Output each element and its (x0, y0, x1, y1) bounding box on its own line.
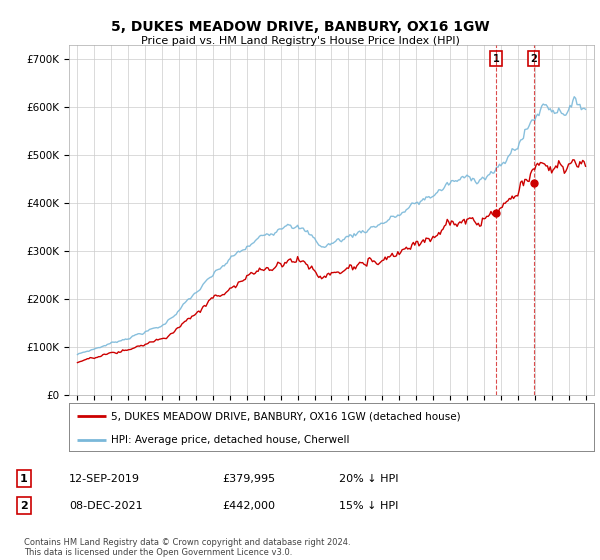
Text: Price paid vs. HM Land Registry's House Price Index (HPI): Price paid vs. HM Land Registry's House … (140, 36, 460, 46)
Text: 12-SEP-2019: 12-SEP-2019 (69, 474, 140, 484)
Text: 15% ↓ HPI: 15% ↓ HPI (339, 501, 398, 511)
Text: 5, DUKES MEADOW DRIVE, BANBURY, OX16 1GW: 5, DUKES MEADOW DRIVE, BANBURY, OX16 1GW (110, 20, 490, 34)
Text: 1: 1 (493, 54, 499, 63)
Text: 2: 2 (530, 54, 537, 63)
Text: 5, DUKES MEADOW DRIVE, BANBURY, OX16 1GW (detached house): 5, DUKES MEADOW DRIVE, BANBURY, OX16 1GW… (111, 411, 461, 421)
Text: HPI: Average price, detached house, Cherwell: HPI: Average price, detached house, Cher… (111, 435, 349, 445)
Text: 2: 2 (20, 501, 28, 511)
Text: Contains HM Land Registry data © Crown copyright and database right 2024.
This d: Contains HM Land Registry data © Crown c… (24, 538, 350, 557)
Text: 08-DEC-2021: 08-DEC-2021 (69, 501, 143, 511)
Text: £379,995: £379,995 (222, 474, 275, 484)
Text: 1: 1 (20, 474, 28, 484)
Text: £442,000: £442,000 (222, 501, 275, 511)
Text: 20% ↓ HPI: 20% ↓ HPI (339, 474, 398, 484)
